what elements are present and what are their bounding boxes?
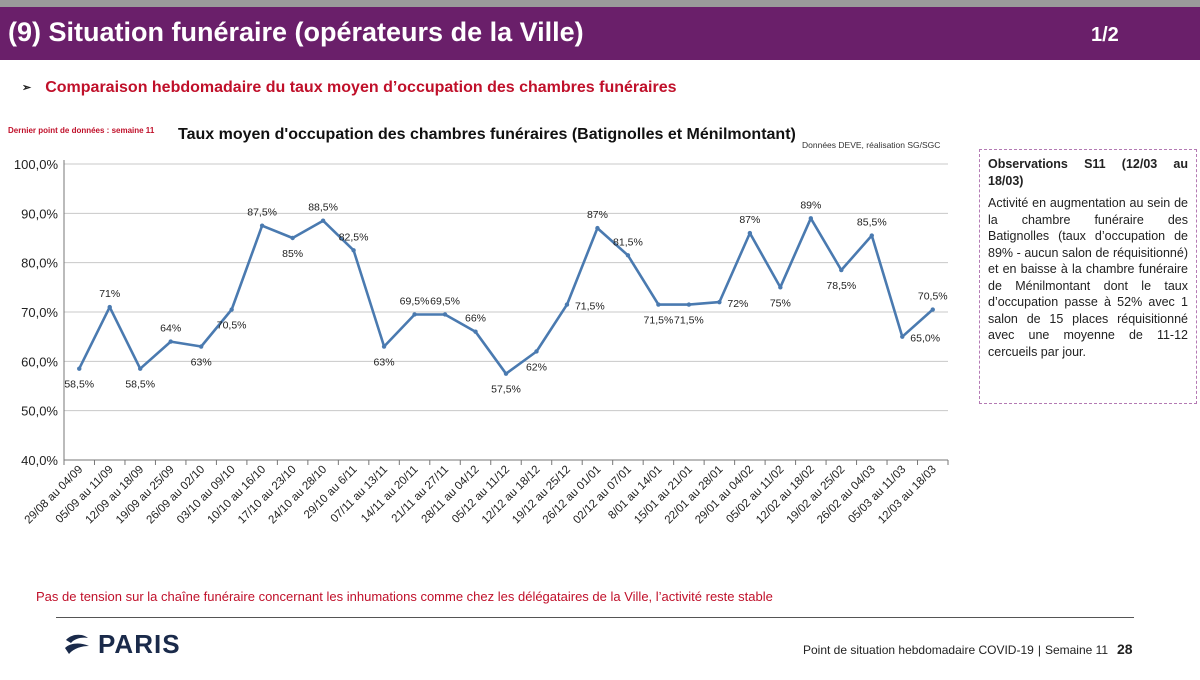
data-label: 78,5% <box>826 280 856 292</box>
data-label: 82,5% <box>339 231 369 243</box>
y-tick-label: 50,0% <box>21 404 58 419</box>
data-point <box>198 344 204 349</box>
x-category-label: 12/03 au 18/03 <box>876 464 939 527</box>
data-point <box>442 312 448 317</box>
data-label: 87% <box>739 214 760 226</box>
data-point <box>229 307 234 312</box>
data-point <box>900 334 905 339</box>
footer-separator: | <box>1037 643 1041 657</box>
data-point <box>259 223 265 228</box>
data-label: 72% <box>727 298 748 310</box>
data-point <box>625 253 631 258</box>
data-point <box>503 371 509 376</box>
data-point <box>77 366 82 371</box>
data-label: 63% <box>374 357 395 369</box>
data-label: 58,5% <box>125 379 155 391</box>
y-tick-label: 100,0% <box>14 157 59 172</box>
data-label: 88,5% <box>308 202 338 214</box>
data-point <box>656 302 661 307</box>
data-point <box>839 267 844 273</box>
footnote: Pas de tension sur la chaîne funéraire c… <box>36 589 773 604</box>
data-label: 64% <box>160 323 181 335</box>
data-point <box>747 230 753 236</box>
data-label: 69,5% <box>400 295 430 307</box>
title-banner: (9) Situation funéraire (opérateurs de l… <box>0 7 1200 60</box>
data-point <box>930 307 935 312</box>
y-tick-label: 90,0% <box>21 206 58 221</box>
data-label: 66% <box>465 313 486 325</box>
data-label: 71% <box>99 288 120 300</box>
footer-text: Point de situation hebdomadaire COVID-19 <box>803 643 1034 657</box>
top-rule <box>0 0 1200 7</box>
data-label: 70,5% <box>918 291 948 303</box>
logo-text: PARIS <box>98 628 181 659</box>
data-point <box>381 344 387 349</box>
data-point <box>564 302 570 307</box>
data-label: 62% <box>526 361 547 373</box>
section-heading: ➢ Comparaison hebdomadaire du taux moyen … <box>22 79 676 97</box>
series-line <box>78 217 934 375</box>
data-point <box>107 304 112 310</box>
chart-title: Taux moyen d'occupation des chambres fun… <box>178 126 796 143</box>
data-point <box>534 349 539 354</box>
data-point <box>412 312 417 317</box>
page-indicator: 1/2 <box>1091 24 1119 46</box>
data-point <box>290 235 295 241</box>
footer-week: Semaine 11 <box>1044 643 1109 657</box>
paris-logo: PARIS <box>62 626 181 662</box>
data-point <box>686 302 692 307</box>
observations-box: Observations S11 (12/03 au 18/03) Activi… <box>979 149 1197 404</box>
data-point <box>595 225 600 231</box>
observations-text: Activité en augmentation au sein de la c… <box>988 196 1188 359</box>
y-tick-label: 80,0% <box>21 256 58 271</box>
arrow-bullet-icon: ➢ <box>22 82 32 94</box>
data-label: 57,5% <box>491 384 521 396</box>
footer-caption: Point de situation hebdomadaire COVID-19… <box>803 643 1108 657</box>
data-label: 71,5% <box>674 315 704 327</box>
source-note: Données DEVE, réalisation SG/SGC <box>802 140 941 150</box>
data-label: 89% <box>800 199 821 211</box>
footer-divider <box>56 617 1134 618</box>
slide-number: 28 <box>1117 641 1133 657</box>
last-datapoint-note: Dernier point de données : semaine 11 <box>8 126 155 135</box>
data-point <box>320 218 326 223</box>
data-label: 81,5% <box>613 236 643 248</box>
data-point <box>351 248 356 253</box>
data-label: 87% <box>587 209 608 221</box>
data-label: 58,5% <box>64 379 94 391</box>
data-label: 69,5% <box>430 295 460 307</box>
y-tick-label: 40,0% <box>21 453 58 468</box>
data-point <box>138 366 143 371</box>
data-point <box>473 329 478 334</box>
page-title: (9) Situation funéraire (opérateurs de l… <box>8 17 584 47</box>
paris-ship-icon <box>65 634 89 654</box>
data-point <box>869 233 874 238</box>
data-point <box>808 216 814 221</box>
y-tick-label: 70,0% <box>21 305 58 320</box>
section-title: Comparaison hebdomadaire du taux moyen d… <box>45 79 677 96</box>
data-label: 63% <box>191 357 212 369</box>
data-point <box>717 299 722 305</box>
data-label: 87,5% <box>247 207 277 219</box>
data-label: 85% <box>282 248 303 260</box>
data-point <box>168 339 173 344</box>
data-label: 85,5% <box>857 217 887 229</box>
data-label: 71,5% <box>575 301 605 313</box>
data-label: 70,5% <box>217 320 247 332</box>
data-label: 75% <box>770 297 791 309</box>
y-tick-label: 60,0% <box>21 354 58 369</box>
data-point <box>778 285 783 290</box>
observations-title: Observations S11 (12/03 au 18/03) <box>988 157 1188 188</box>
data-label: 71,5% <box>644 315 674 327</box>
occupancy-line-chart: 40,0%50,0%60,0%70,0%80,0%90,0%100,0%29/0… <box>14 157 949 527</box>
x-category-label: 8/01 au 14/01 <box>606 464 664 522</box>
data-label: 65,0% <box>910 333 940 345</box>
